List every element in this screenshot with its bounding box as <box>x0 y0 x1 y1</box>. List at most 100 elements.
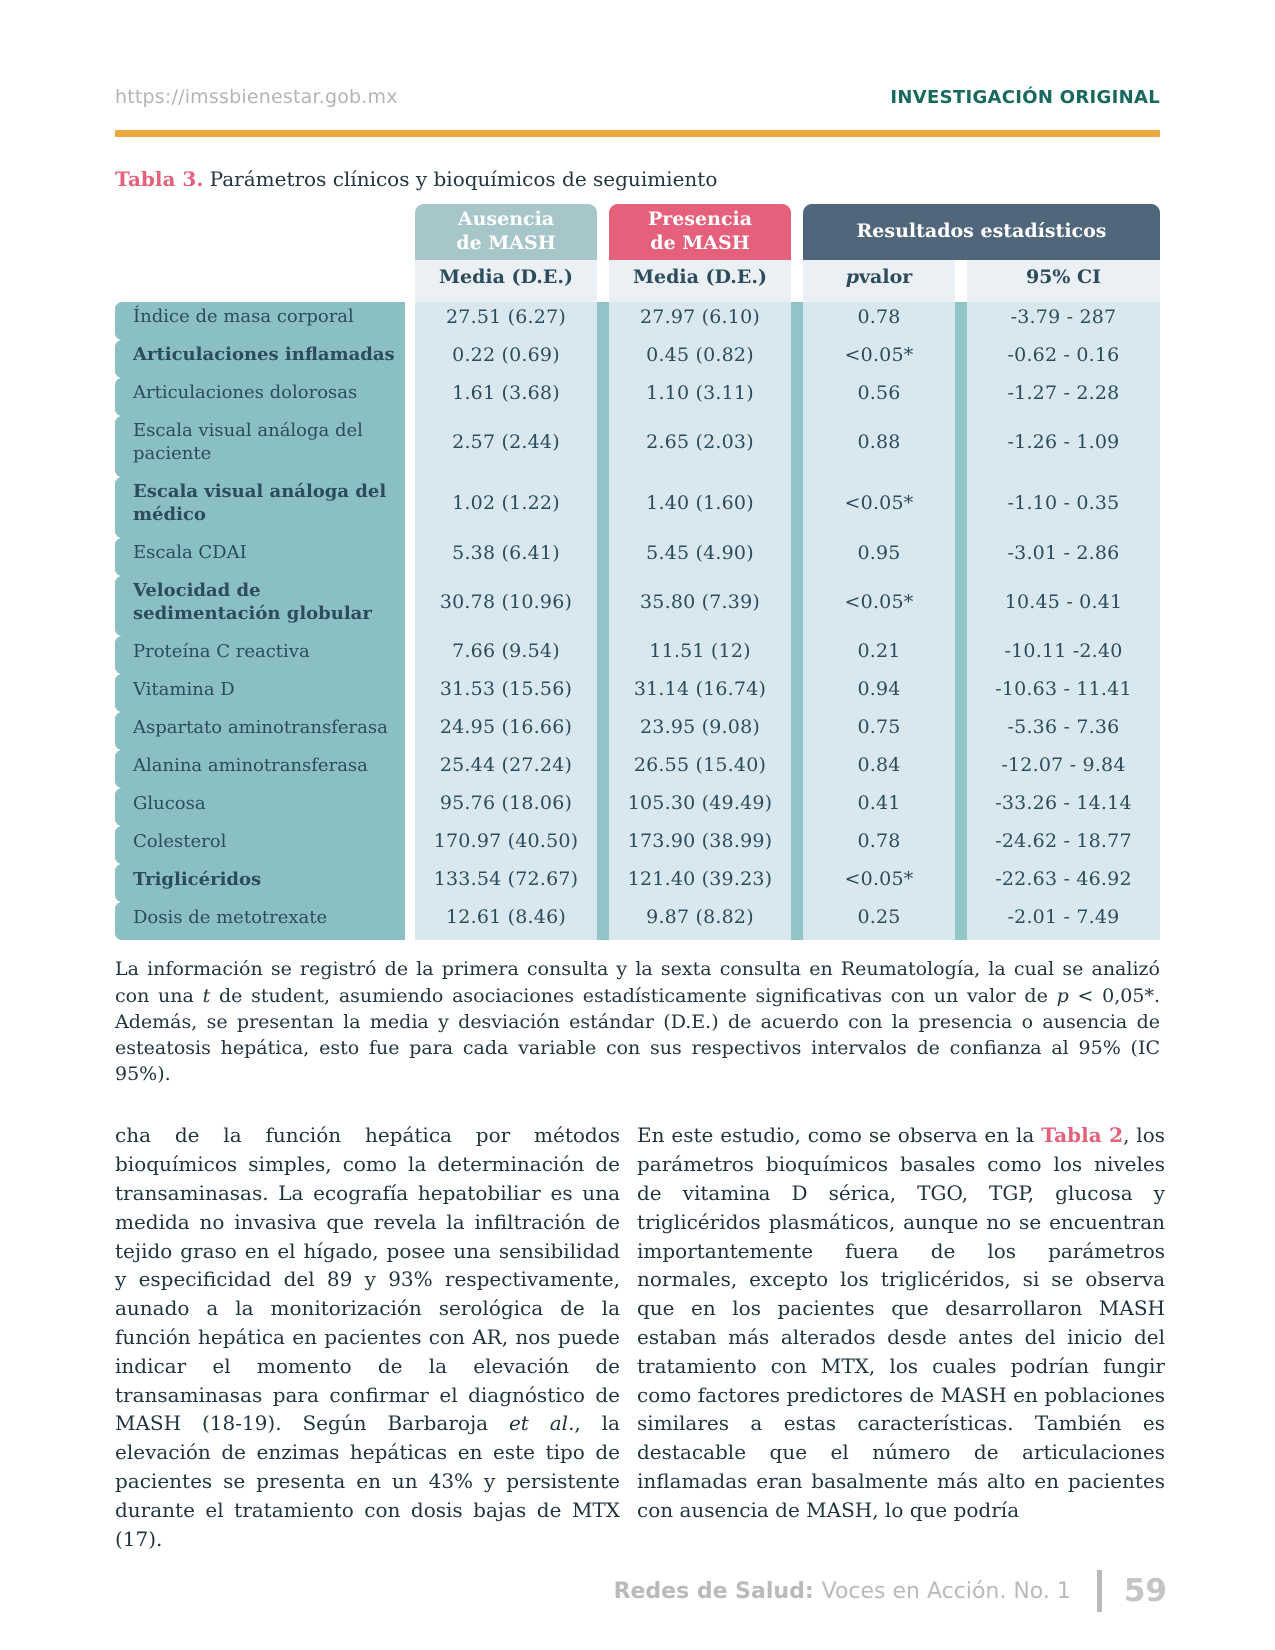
absence-value: 95.76 (18.06) <box>415 788 597 827</box>
ci-value: -22.63 - 46.92 <box>967 864 1160 903</box>
col-header-stats: Resultados estadísticos <box>803 204 1160 260</box>
ci-value-text: 10.45 - 0.41 <box>1004 590 1123 613</box>
table2-reference[interactable]: Tabla 2 <box>1041 1123 1124 1148</box>
p-value-text: <0.05* <box>844 492 914 515</box>
presence-value-text: 35.80 (7.39) <box>640 590 760 613</box>
presence-value: 26.55 (15.40) <box>609 750 791 789</box>
column-divider <box>955 712 967 751</box>
column-divider <box>955 674 967 713</box>
column-divider <box>955 537 967 576</box>
ci-value-text: -24.62 - 18.77 <box>995 830 1132 853</box>
row-label: Velocidad de sedimentación globular <box>115 575 405 637</box>
p-value: 0.21 <box>803 636 955 675</box>
p-value-text: <0.05* <box>844 868 914 891</box>
row-label: Aspartato aminotransferasa <box>115 712 405 751</box>
p-value-text: 0.94 <box>857 678 901 701</box>
col-header-presence: Presencia de MASH <box>609 204 791 260</box>
presence-value: 121.40 (39.23) <box>609 864 791 903</box>
row-gap <box>405 636 415 674</box>
subheader-gap <box>597 260 609 302</box>
presence-value: 35.80 (7.39) <box>609 575 791 637</box>
row-label-text: Velocidad de sedimentación globular <box>133 579 372 624</box>
header-spacer <box>115 204 415 260</box>
p-value: 0.78 <box>803 826 955 865</box>
row-label: Proteína C reactiva <box>115 636 405 675</box>
presence-value: 11.51 (12) <box>609 636 791 675</box>
body-text: cha de la función hepática por métodos b… <box>115 1123 620 1436</box>
absence-value-text: 7.66 (9.54) <box>452 640 560 663</box>
journal-name: Redes de Salud: <box>613 1578 814 1604</box>
column-divider <box>791 636 803 675</box>
ci-value: -10.11 -2.40 <box>967 636 1160 675</box>
subheader-absence: Media (D.E.) <box>415 260 597 302</box>
column-divider <box>955 340 967 378</box>
subheader-presence: Media (D.E.) <box>609 260 791 302</box>
presence-value: 105.30 (49.49) <box>609 788 791 827</box>
row-label: Colesterol <box>115 826 405 865</box>
absence-value-text: 27.51 (6.27) <box>446 306 566 328</box>
ci-value-text: -3.79 - 287 <box>1010 306 1117 328</box>
absence-value-text: 5.38 (6.41) <box>452 541 560 564</box>
row-gap <box>405 340 415 378</box>
source-url[interactable]: https://imssbienestar.gob.mx <box>115 86 398 108</box>
absence-value-text: 12.61 (8.46) <box>446 906 566 929</box>
col-header-absence: Ausencia de MASH <box>415 204 597 260</box>
absence-value: 1.02 (1.22) <box>415 476 597 538</box>
row-label: Articulaciones inflamadas <box>115 340 405 378</box>
p-value-text: 0.21 <box>857 640 901 663</box>
p-value-text: 0.25 <box>857 906 901 929</box>
col-header-absence-label: Ausencia de MASH <box>456 208 556 254</box>
ci-value: -0.62 - 0.16 <box>967 340 1160 378</box>
row-label-text: Escala CDAI <box>133 541 247 563</box>
row-gap <box>405 712 415 750</box>
p-value-text: 0.75 <box>857 716 901 739</box>
ci-value: -5.36 - 7.36 <box>967 712 1160 751</box>
ci-value-text: -10.11 -2.40 <box>1004 640 1123 663</box>
row-gap <box>405 826 415 864</box>
p-value: 0.25 <box>803 902 955 941</box>
absence-value: 2.57 (2.44) <box>415 416 597 477</box>
row-label: Índice de masa corporal <box>115 302 405 340</box>
header-rule <box>115 130 1160 137</box>
col-header-presence-label: Presencia de MASH <box>647 208 753 254</box>
p-value: 0.94 <box>803 674 955 713</box>
row-label-text: Glucosa <box>133 792 206 814</box>
p-value-text: <0.05* <box>844 344 914 366</box>
column-divider <box>955 416 967 477</box>
absence-value-text: 30.78 (10.96) <box>439 590 573 613</box>
footnote-text: < 0,05*. Además, se presentan la media y… <box>115 984 1160 1086</box>
ci-value: -24.62 - 18.77 <box>967 826 1160 865</box>
body-column-right: En este estudio, como se observa en la T… <box>637 1121 1165 1553</box>
column-divider <box>791 575 803 637</box>
column-divider <box>955 302 967 340</box>
column-divider <box>955 378 967 416</box>
subheader-ci-label: 95% CI <box>1025 266 1102 288</box>
column-divider <box>597 537 609 576</box>
row-gap <box>405 302 415 340</box>
row-label-text: Proteína C reactiva <box>133 640 310 662</box>
column-divider <box>791 416 803 477</box>
column-divider <box>791 902 803 941</box>
subheader-ci: 95% CI <box>967 260 1160 302</box>
ci-value: -3.01 - 2.86 <box>967 537 1160 576</box>
body-italic-etal: et al <box>508 1411 569 1436</box>
ci-value: -1.27 - 2.28 <box>967 378 1160 416</box>
ci-value: -3.79 - 287 <box>967 302 1160 340</box>
p-value: 0.78 <box>803 302 955 340</box>
body-text: ., la elevación de enzimas hepáticas en … <box>115 1411 620 1551</box>
presence-value: 1.10 (3.11) <box>609 378 791 416</box>
col-header-stats-label: Resultados estadísticos <box>856 220 1107 243</box>
absence-value: 170.97 (40.50) <box>415 826 597 865</box>
column-divider <box>791 378 803 416</box>
presence-value-text: 26.55 (15.40) <box>633 754 767 777</box>
footnote-text: de student, asumiendo asociaciones estad… <box>210 984 1057 1007</box>
absence-value: 30.78 (10.96) <box>415 575 597 637</box>
ci-value-text: -1.26 - 1.09 <box>1007 431 1120 454</box>
column-divider <box>597 416 609 477</box>
row-gap <box>405 750 415 788</box>
ci-value-text: -1.10 - 0.35 <box>1007 492 1120 515</box>
absence-value: 1.61 (3.68) <box>415 378 597 416</box>
column-divider <box>955 788 967 827</box>
absence-value-text: 0.22 (0.69) <box>452 344 560 366</box>
body-columns: cha de la función hepática por métodos b… <box>115 1121 1165 1553</box>
